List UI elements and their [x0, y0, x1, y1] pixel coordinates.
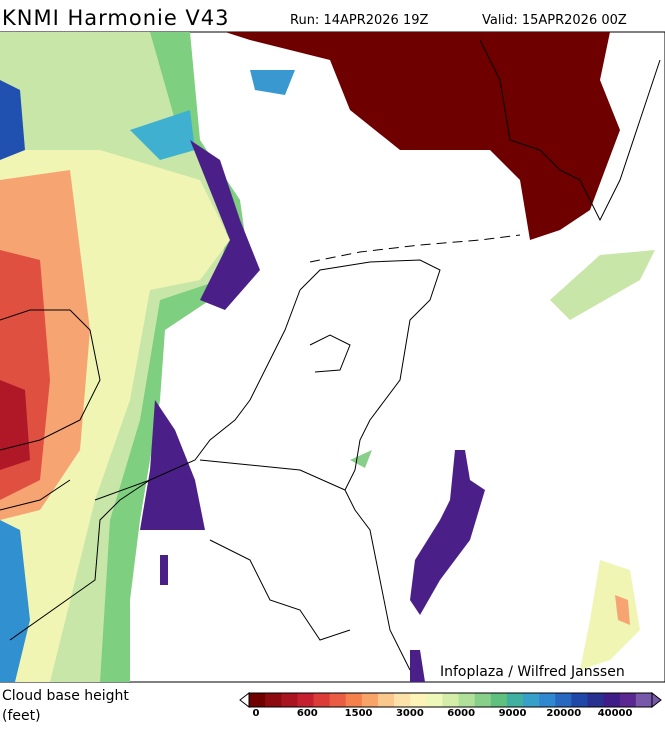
islands — [309, 234, 521, 263]
cloud-area — [410, 650, 425, 682]
colorbar-label: 20000 — [546, 708, 581, 719]
cloud-area — [140, 400, 205, 530]
cloud-area — [0, 380, 30, 470]
colorbar-label: 1500 — [345, 708, 373, 719]
map: Infoplaza / Wilfred Janssen — [0, 31, 665, 683]
colorbar-end — [651, 691, 662, 709]
lake — [309, 334, 351, 373]
colorbar-swatch — [490, 693, 508, 707]
colorbar-swatch — [313, 693, 331, 707]
legend-title: Cloud base height — [2, 688, 129, 704]
cloud-area — [615, 595, 630, 625]
cloud-area — [550, 250, 655, 320]
credit: Infoplaza / Wilfred Janssen — [440, 664, 625, 680]
cloud-area — [190, 140, 260, 310]
cloud-area — [410, 450, 485, 615]
colorbar-swatch — [555, 693, 572, 707]
colorbar-swatch — [377, 693, 395, 707]
colorbar-swatch — [297, 693, 314, 707]
run-time: Run: 14APR2026 19Z — [290, 13, 429, 28]
coastline — [0, 309, 101, 451]
colorbar-swatch — [442, 693, 460, 707]
colorbar-label: 9000 — [499, 708, 527, 719]
cloud-area — [130, 110, 195, 160]
colorbar-label: 3000 — [396, 708, 424, 719]
colorbar-label: 6000 — [447, 708, 475, 719]
cloud-area — [160, 555, 168, 585]
cloud-area — [580, 560, 640, 670]
colorbar-swatch — [587, 693, 605, 707]
colorbar-swatch — [635, 693, 653, 707]
colorbar-swatch — [394, 693, 411, 707]
colorbar-swatch — [426, 693, 443, 707]
colorbar-swatch — [361, 693, 379, 707]
coastline — [479, 39, 661, 222]
cloud-area — [350, 450, 372, 468]
border — [199, 459, 346, 491]
colorbar-swatch — [345, 693, 363, 707]
colorbar-label: 0 — [253, 708, 260, 719]
colorbar-label: 600 — [297, 708, 318, 719]
colorbar-swatch — [281, 693, 298, 707]
title: KNMI Harmonie V43 — [2, 6, 230, 30]
cloud-area — [225, 32, 620, 240]
colorbar-swatch — [603, 693, 621, 707]
colorbar-swatch — [249, 693, 266, 707]
cloud-area — [0, 520, 30, 682]
colorbar-swatch — [506, 693, 524, 707]
coastline — [94, 289, 301, 501]
colorbar-swatch — [265, 693, 282, 707]
cloud-area — [0, 80, 25, 160]
colorbar-swatch — [410, 693, 427, 707]
coastline — [299, 259, 441, 671]
cloud-area — [250, 70, 295, 95]
colorbar-swatch — [523, 693, 540, 707]
valid-time: Valid: 15APR2026 00Z — [482, 13, 627, 28]
colorbar-end — [239, 691, 250, 709]
colorbar-swatch — [571, 693, 589, 707]
colorbar: 0 600 1500 3000 6000 9000 20000 40000 — [239, 691, 662, 719]
colorbar-swatch — [539, 693, 556, 707]
colorbar-swatch — [329, 693, 347, 707]
colorbar-swatch — [458, 693, 476, 707]
colorbar-swatch — [619, 693, 637, 707]
coastline — [0, 479, 71, 511]
coastline — [9, 479, 151, 641]
colorbar-label: 40000 — [598, 708, 633, 719]
colorbar-swatch — [474, 693, 492, 707]
border — [209, 539, 351, 641]
legend-unit: (feet) — [2, 708, 41, 724]
